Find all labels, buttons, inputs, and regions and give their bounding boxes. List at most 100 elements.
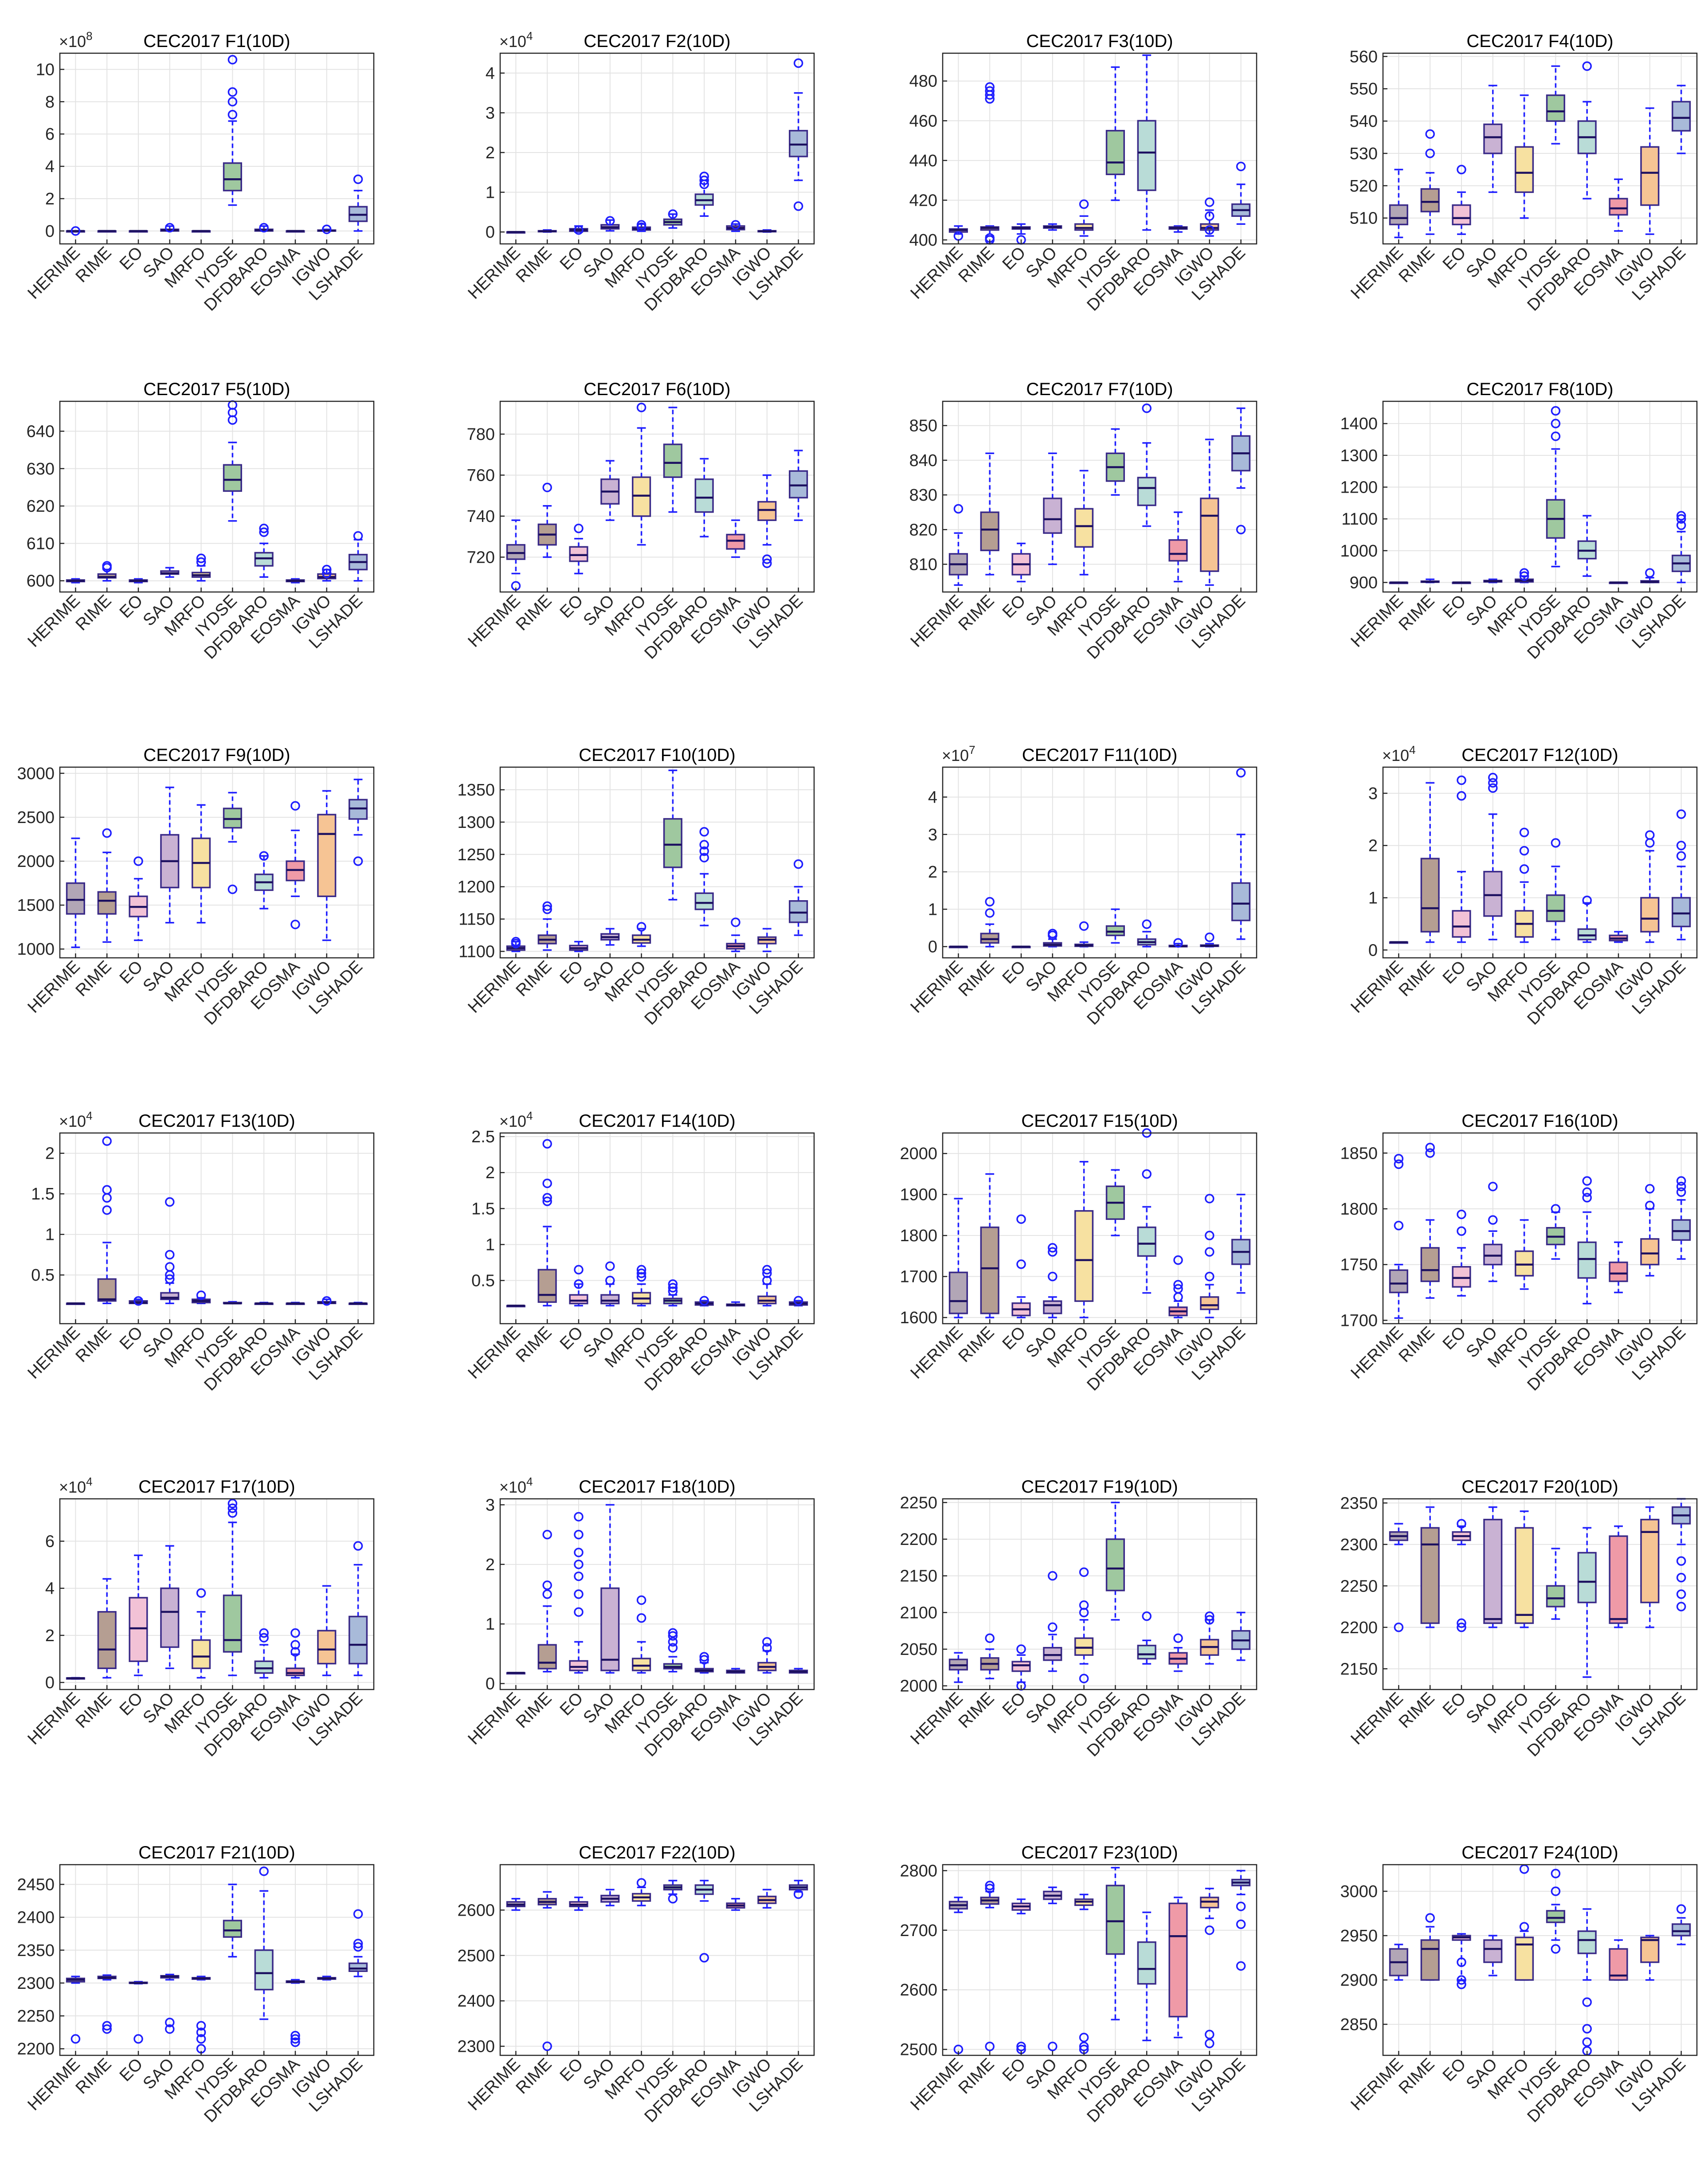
outlier-point — [1676, 1602, 1686, 1611]
outlier-point — [793, 1889, 803, 1899]
outlier-point — [196, 2027, 206, 2037]
outlier-point — [762, 1268, 772, 1278]
box-herime — [1389, 1269, 1408, 1294]
outlier-point — [102, 2024, 112, 2034]
box-iydse — [223, 464, 242, 492]
y-tick-label: 2000 — [900, 1145, 937, 1163]
outlier-point — [102, 1205, 112, 1215]
outlier-point — [196, 553, 206, 563]
outlier-point — [1079, 921, 1089, 931]
outlier-point — [985, 2042, 995, 2051]
y-tick-label: 8 — [45, 93, 55, 111]
box-iydse — [1105, 1538, 1125, 1592]
box-mrfo — [632, 1658, 651, 1671]
box-sao — [1043, 498, 1062, 534]
y-tick-label: 2 — [1368, 837, 1378, 855]
box-eosma — [726, 533, 745, 550]
box-igwo — [1200, 498, 1219, 572]
outlier-point — [699, 171, 709, 181]
y-tick-label: 0 — [928, 938, 937, 957]
outlier-point — [636, 403, 646, 412]
y-tick-label: 2 — [486, 1556, 495, 1574]
outlier-point — [1488, 1181, 1498, 1192]
y-tick-label: 600 — [27, 572, 55, 591]
outlier-point — [985, 908, 995, 918]
y-tick-label: 2950 — [1340, 1927, 1378, 1945]
y-tick-label: 2.5 — [471, 1128, 495, 1146]
outlier-point — [1676, 851, 1686, 861]
outlier-point — [762, 554, 772, 564]
x-tick-label: RIME — [72, 957, 115, 1000]
x-tick-label: RIME — [955, 2055, 998, 2098]
box-rime — [1420, 1527, 1440, 1624]
box-dfdbaro — [1137, 1941, 1156, 1985]
axes-frame — [1382, 1498, 1698, 1690]
outlier-point — [1676, 1181, 1686, 1192]
outlier-point — [1488, 778, 1498, 788]
chart-title: CEC2017 F9(10D) — [143, 745, 290, 765]
outlier-point — [290, 2037, 300, 2047]
y-tick-label: 2500 — [17, 808, 55, 827]
outlier-point — [1582, 61, 1592, 71]
y-tick-label: 1350 — [457, 781, 495, 800]
outlier-point — [1488, 772, 1498, 783]
box-iydse — [1546, 94, 1565, 122]
box-lshade — [349, 1962, 368, 1972]
outlier-point — [227, 1503, 238, 1513]
y-tick-label: 2150 — [1340, 1660, 1378, 1678]
y-tick-label: 2350 — [17, 1941, 55, 1960]
axes-frame — [942, 400, 1257, 593]
outlier-point — [102, 1136, 112, 1146]
axis-scale-label: ×104 — [499, 1109, 533, 1130]
box-dfdbaro — [1137, 120, 1156, 191]
y-tick-label: 3 — [928, 826, 937, 844]
axes-frame — [942, 1498, 1257, 1690]
chart-title: CEC2017 F19(10D) — [1021, 1477, 1178, 1497]
outlier-point — [542, 1139, 552, 1149]
axes-frame — [499, 1864, 815, 2056]
chart-title: CEC2017 F12(10D) — [1461, 745, 1618, 765]
outlier-point — [574, 1589, 584, 1599]
box-eo — [129, 1597, 148, 1662]
x-tick-label: RIME — [72, 592, 115, 635]
y-tick-label: 1700 — [1340, 1311, 1378, 1330]
outlier-point — [1582, 895, 1592, 906]
outlier-point — [259, 1628, 269, 1638]
box-dfdbaro — [1137, 1226, 1156, 1257]
outlier-point — [1048, 1571, 1058, 1581]
outlier-point — [259, 527, 269, 537]
box-iydse — [1105, 129, 1125, 175]
box-rime — [980, 1226, 999, 1314]
outlier-point — [1048, 1247, 1058, 1257]
box-iydse — [663, 818, 682, 868]
box-dfdbaro — [1577, 1241, 1597, 1279]
chart-title: CEC2017 F3(10D) — [1026, 31, 1173, 51]
outlier-point — [542, 1196, 552, 1206]
y-tick-label: 2450 — [17, 1875, 55, 1894]
axes-frame — [942, 1132, 1257, 1325]
outlier-point — [290, 1640, 300, 1650]
outlier-point — [1488, 783, 1498, 793]
outlier-point — [793, 859, 803, 869]
chart-title: CEC2017 F20(10D) — [1461, 1477, 1618, 1497]
box-mrfo — [632, 476, 651, 517]
y-tick-label: 2500 — [457, 1947, 495, 1965]
y-tick-label: 1 — [486, 1615, 495, 1634]
outlier-point — [1425, 129, 1435, 139]
outlier-point — [1173, 1284, 1183, 1294]
outlier-point — [1551, 1944, 1561, 1954]
plot-area — [500, 767, 814, 958]
outlier-point — [1457, 775, 1466, 785]
box-mrfo — [1515, 1527, 1534, 1624]
box-igwo — [1640, 146, 1660, 206]
axis-scale-label: ×108 — [59, 29, 93, 51]
outlier-point — [699, 1296, 709, 1305]
y-tick-label: 780 — [467, 425, 495, 444]
outlier-point — [227, 55, 238, 65]
y-tick-label: 420 — [909, 191, 937, 210]
